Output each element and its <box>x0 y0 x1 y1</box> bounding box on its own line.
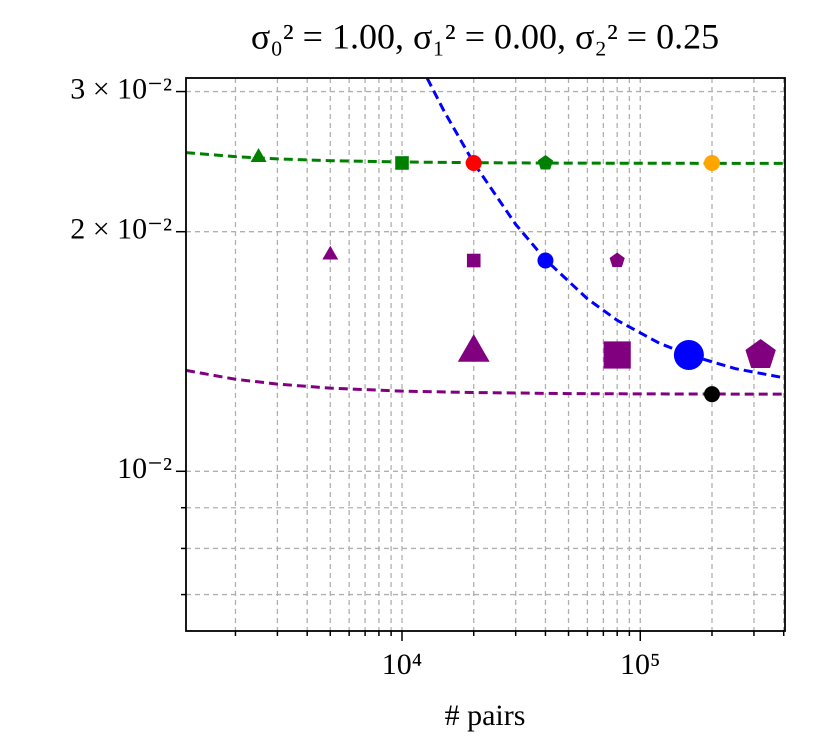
marker <box>703 386 720 403</box>
x-tick-label: 10⁵ <box>620 648 660 681</box>
fit-curve <box>425 78 785 380</box>
x-tick-label: 10⁴ <box>382 648 422 681</box>
marker <box>395 156 409 170</box>
marker <box>609 252 625 267</box>
plot-frame <box>185 77 786 632</box>
fit-curve <box>186 368 785 396</box>
marker <box>703 154 720 171</box>
marker <box>250 148 267 162</box>
marker <box>466 253 481 268</box>
chart-title: σ₀² = 1.00, σ₁² = 0.00, σ₂² = 0.25 <box>251 16 719 56</box>
marker <box>537 154 554 170</box>
marker <box>673 339 704 370</box>
fit-curve <box>186 151 785 165</box>
marker <box>537 252 554 269</box>
marker <box>465 154 482 171</box>
marker <box>322 245 339 260</box>
x-axis-label: # pairs <box>445 699 526 732</box>
marker <box>457 334 490 362</box>
marker <box>603 341 631 369</box>
grid <box>186 78 785 631</box>
plot-area <box>186 78 785 403</box>
marker <box>745 338 776 368</box>
y-tick-label: 10⁻² <box>117 452 172 485</box>
y-tick-label: 3 × 10⁻² <box>70 72 172 105</box>
y-tick-label: 2 × 10⁻² <box>70 213 172 246</box>
